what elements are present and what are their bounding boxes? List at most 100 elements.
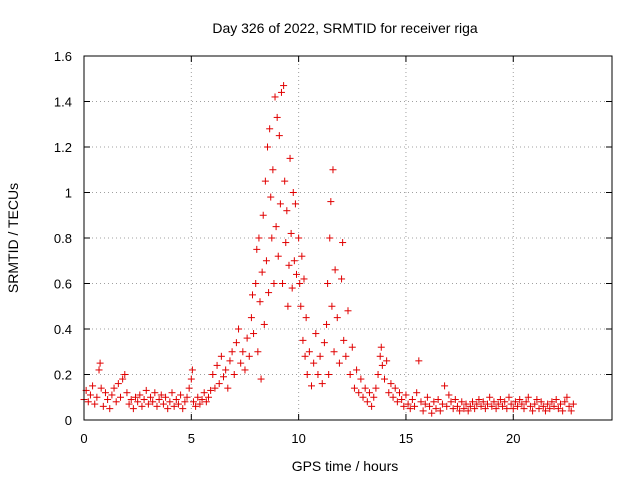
data-point xyxy=(466,402,474,410)
data-point xyxy=(298,252,306,260)
data-point xyxy=(91,400,99,408)
data-point xyxy=(335,359,343,367)
y-tick-label: 0.8 xyxy=(54,231,72,246)
data-point xyxy=(323,320,331,328)
data-point xyxy=(157,391,165,399)
data-point xyxy=(473,400,481,408)
data-point xyxy=(147,393,155,401)
data-point xyxy=(402,391,410,399)
data-point xyxy=(419,407,427,415)
data-point xyxy=(84,398,92,406)
data-point xyxy=(292,270,300,278)
data-point xyxy=(325,371,333,378)
data-point xyxy=(89,382,97,390)
data-point xyxy=(305,348,313,356)
data-point xyxy=(248,291,256,299)
data-point xyxy=(556,400,564,408)
data-point xyxy=(535,405,543,413)
data-point xyxy=(295,234,303,242)
data-point xyxy=(546,405,554,413)
data-point xyxy=(279,280,287,287)
data-point xyxy=(413,389,421,397)
data-point xyxy=(451,396,459,404)
data-point xyxy=(344,307,352,315)
data-point xyxy=(116,393,124,401)
data-point xyxy=(417,398,425,406)
data-point xyxy=(376,352,384,360)
data-point xyxy=(138,402,146,410)
data-point xyxy=(243,334,251,342)
data-point xyxy=(462,400,470,408)
data-point xyxy=(544,400,552,408)
y-tick-label: 0.6 xyxy=(54,277,72,292)
data-point xyxy=(140,396,148,404)
data-point xyxy=(302,314,310,322)
data-point xyxy=(357,375,365,383)
data-point xyxy=(453,402,461,410)
x-tick-label: 15 xyxy=(399,431,413,446)
data-point xyxy=(559,407,567,415)
data-point xyxy=(106,405,114,413)
data-point xyxy=(494,400,502,408)
data-point xyxy=(215,380,223,388)
y-tick-label: 1.4 xyxy=(54,95,72,110)
data-point xyxy=(370,393,378,401)
data-point xyxy=(438,400,446,408)
data-point xyxy=(316,352,324,360)
data-point xyxy=(222,366,230,374)
data-point xyxy=(211,384,219,392)
data-point xyxy=(426,402,434,410)
data-point xyxy=(303,371,311,378)
y-tick-label: 1 xyxy=(65,186,72,201)
data-point xyxy=(526,402,534,410)
data-point xyxy=(202,398,210,406)
data-point xyxy=(181,398,189,406)
chart-title: Day 326 of 2022, SRMTID for receiver rig… xyxy=(212,20,478,36)
data-point xyxy=(253,245,261,253)
data-point xyxy=(284,302,292,310)
data-point xyxy=(389,393,397,401)
data-point xyxy=(287,229,295,237)
data-point xyxy=(441,382,449,390)
data-point xyxy=(338,275,346,283)
x-tick-label: 5 xyxy=(188,431,195,446)
data-point xyxy=(449,405,457,413)
data-point xyxy=(194,393,202,401)
data-point xyxy=(96,359,104,367)
data-point xyxy=(153,402,161,410)
data-point xyxy=(185,384,193,392)
data-point xyxy=(261,177,269,185)
data-point xyxy=(329,166,337,174)
data-point xyxy=(490,398,498,406)
data-point xyxy=(460,405,468,413)
data-point xyxy=(277,88,285,96)
data-point xyxy=(445,391,453,399)
data-point xyxy=(257,375,265,383)
data-point xyxy=(400,402,408,410)
data-point xyxy=(443,402,451,410)
data-point xyxy=(166,398,174,406)
data-point xyxy=(486,393,494,401)
data-point xyxy=(258,268,266,276)
data-point xyxy=(423,393,431,401)
data-point xyxy=(333,314,341,322)
x-tick-label: 10 xyxy=(291,431,305,446)
data-point xyxy=(380,375,388,383)
data-point xyxy=(217,352,225,360)
data-point xyxy=(97,384,105,392)
data-point xyxy=(170,402,178,410)
data-point xyxy=(330,348,338,356)
data-points xyxy=(80,82,577,417)
data-point xyxy=(505,393,513,401)
data-point xyxy=(385,389,393,397)
data-point xyxy=(511,398,519,406)
data-point xyxy=(272,223,280,231)
data-point xyxy=(134,398,142,406)
data-point xyxy=(250,330,258,338)
data-point xyxy=(220,373,228,381)
data-point xyxy=(477,402,485,410)
data-point xyxy=(314,371,322,378)
data-point xyxy=(271,93,279,101)
data-point xyxy=(290,257,298,265)
